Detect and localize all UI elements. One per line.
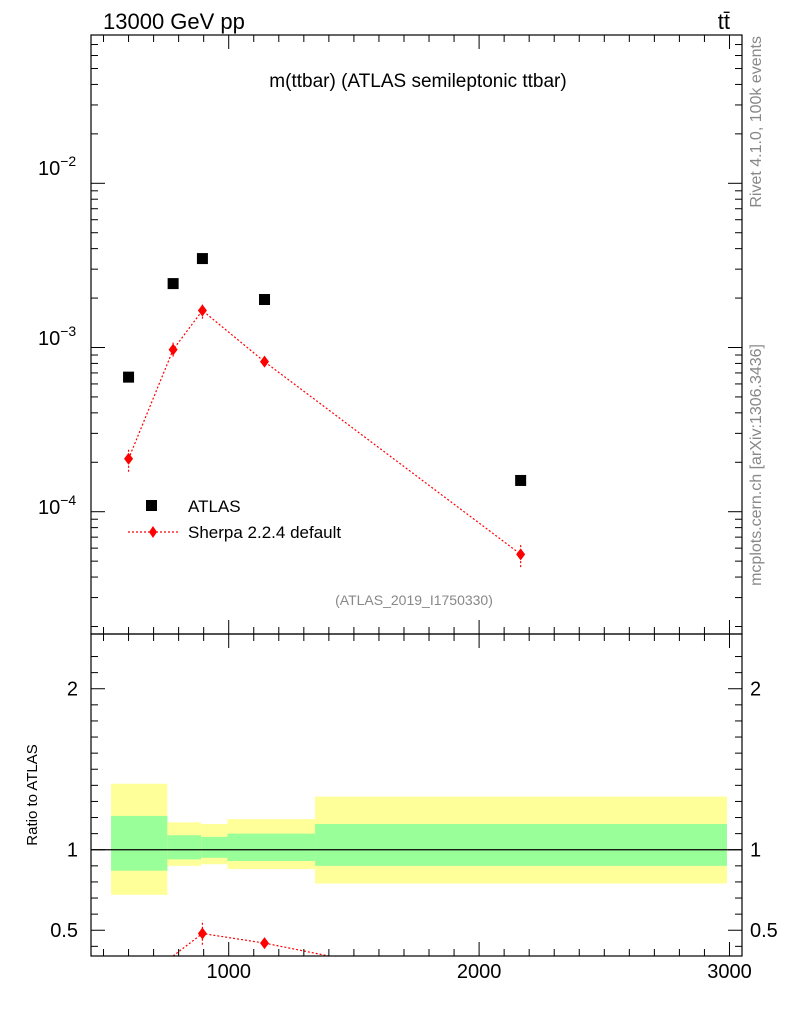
ratio-band-green-3 bbox=[227, 833, 316, 862]
process-label: tt̄ bbox=[718, 9, 730, 34]
legend-atlas-label: ATLAS bbox=[188, 497, 241, 516]
main-y-tick-labels: 10−2 10−3 10−4 bbox=[38, 153, 76, 519]
sherpa-point-1 bbox=[168, 343, 178, 356]
ratio-band-green-4 bbox=[315, 823, 727, 866]
ratio-axis-ticks bbox=[91, 634, 742, 956]
ratio-y-tick-label-right: 1 bbox=[750, 840, 761, 862]
legend: ATLAS Sherpa 2.2.4 default bbox=[128, 497, 341, 542]
x-tick-label: 2000 bbox=[457, 961, 502, 983]
atlas-point-3 bbox=[259, 294, 271, 306]
atlas-point-1 bbox=[167, 278, 179, 290]
source-label: mcplots.cern.ch [arXiv:1306.3436] bbox=[748, 344, 765, 586]
analysis-tag: (ATLAS_2019_I1750330) bbox=[335, 592, 493, 608]
sherpa-line bbox=[128, 309, 522, 555]
main-axis-ticks bbox=[91, 34, 742, 634]
ratio-plot-panel: 0.5 0.5 1 1 2 2 1000 2000 3000 Ratio to ATLAS bbox=[24, 633, 778, 983]
ratio-band-green-2 bbox=[201, 836, 228, 858]
ratio-y-tick-label-left: 0.5 bbox=[50, 920, 78, 942]
x-tick-label: 3000 bbox=[707, 961, 752, 983]
sherpa-point-2 bbox=[197, 304, 207, 317]
ratio-y-tick-label-left: 2 bbox=[67, 679, 78, 701]
ratio-y-axis-label: Ratio to ATLAS bbox=[24, 744, 41, 845]
ratio-data-layer bbox=[172, 920, 330, 957]
legend-atlas-marker bbox=[146, 500, 157, 511]
y-tick-label-1e-3: 10−3 bbox=[38, 323, 76, 350]
atlas-point-0 bbox=[123, 371, 135, 383]
main-plot-panel: 10−2 10−3 10−4 m(ttbar) (ATLAS semilepto… bbox=[38, 34, 743, 635]
ratio-band-green-0 bbox=[111, 815, 168, 871]
atlas-point-2 bbox=[196, 253, 208, 265]
legend-sherpa-label: Sherpa 2.2.4 default bbox=[188, 523, 341, 542]
ratio-sherpa-line bbox=[172, 932, 330, 957]
ratio-uncertainty-bands bbox=[91, 783, 742, 895]
ratio-tick-labels: 0.5 0.5 1 1 2 2 1000 2000 3000 bbox=[50, 679, 778, 983]
y-tick-label-1e-2: 10−2 bbox=[38, 153, 76, 180]
legend-sherpa-marker bbox=[149, 526, 157, 538]
main-data-layer bbox=[123, 253, 527, 568]
sherpa-point-3 bbox=[260, 355, 270, 368]
atlas-point-4 bbox=[515, 474, 527, 486]
ratio-sherpa-point-1 bbox=[197, 927, 207, 940]
y-tick-label-1e-4: 10−4 bbox=[38, 492, 76, 519]
plot-title: m(ttbar) (ATLAS semileptonic ttbar) bbox=[269, 71, 566, 92]
rivet-version-label: Rivet 4.1.0, 100k events bbox=[748, 36, 765, 208]
ratio-band-green-1 bbox=[167, 835, 202, 860]
ratio-y-tick-label-left: 1 bbox=[67, 840, 78, 862]
ratio-sherpa-point-2 bbox=[260, 937, 270, 950]
ratio-y-tick-label-right: 2 bbox=[750, 679, 761, 701]
main-plot-frame bbox=[90, 34, 743, 635]
ratio-plot-frame bbox=[90, 633, 743, 957]
ratio-y-tick-label-right: 0.5 bbox=[750, 920, 778, 942]
sherpa-point-4 bbox=[516, 548, 526, 561]
sherpa-point-0 bbox=[124, 452, 134, 465]
energy-label: 13000 GeV pp bbox=[103, 9, 245, 34]
x-tick-label: 1000 bbox=[206, 961, 251, 983]
